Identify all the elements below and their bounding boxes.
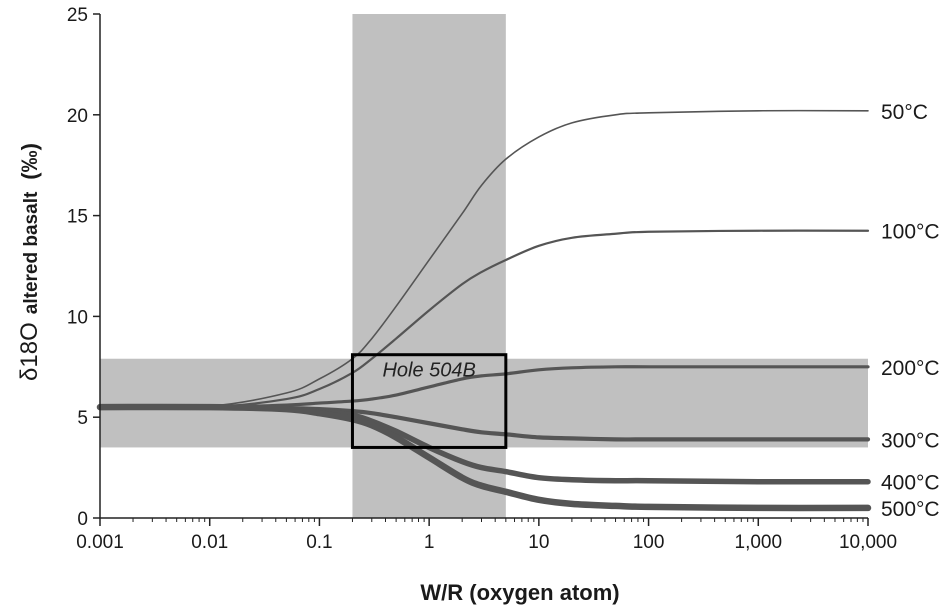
series-line [98,365,870,409]
x-tick-label: 100 [633,532,665,553]
x-tick-label: 0.1 [306,532,332,553]
x-tick-label: 0.001 [76,532,124,553]
x-tick-label: 1 [424,532,435,553]
shaded-bands [100,14,868,518]
annotation-label: Hole 504B [382,360,475,382]
y-tick-label: 10 [67,307,88,328]
y-tick-label: 25 [67,5,88,26]
axes: 0 5 10 15 20 25 0.001 0.01 0.1 1 10 100 1,000 10,000 [67,5,897,553]
x-axis-title: W/R (oxygen atom) [420,580,619,605]
series-labels: 50°C 100°C 200°C 300°C 400°C 500°C [881,101,940,521]
x-tick-label: 1,000 [735,532,783,553]
y-tick-label: 15 [67,207,88,228]
y-axis-title: δ18O altered basalt (‰) [16,143,43,381]
series-label: 50°C [881,101,928,124]
y-tick-label: 20 [67,106,88,127]
y-tick-label: 5 [77,408,88,429]
series-label: 400°C [881,472,940,495]
series-lines [96,109,872,512]
series-label: 100°C [881,221,940,244]
series-label: 300°C [881,429,940,452]
x-tick-label: 10,000 [839,532,897,553]
series-line [96,403,872,512]
y-axis-title-unit: (‰) [17,143,42,180]
series-line [98,229,870,409]
y-axis-title-sub: altered basalt [21,191,42,314]
x-tick-label: 10 [528,532,549,553]
series-line [99,109,869,409]
x-tick-label: 0.01 [191,532,228,553]
annotation-box [350,353,508,449]
annotation-box-group: Hole 504B [350,353,508,449]
y-axis-title-main: δ18O [16,322,43,381]
y-tick-label: 0 [77,509,88,530]
series-label: 200°C [881,357,940,380]
series-label: 500°C [881,498,940,521]
